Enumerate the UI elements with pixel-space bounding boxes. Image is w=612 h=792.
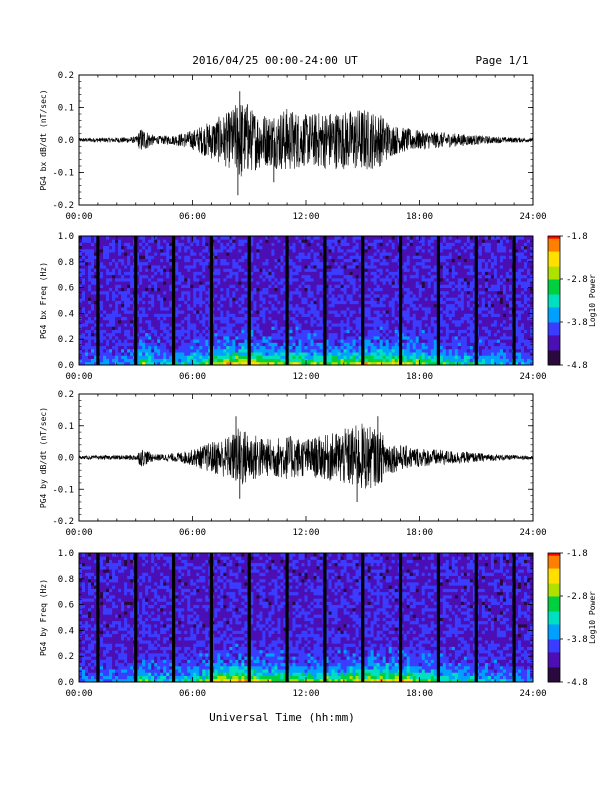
y-tick-label: 0.0	[58, 678, 74, 688]
colorbar-tick-label: -4.8	[566, 361, 588, 371]
data-gap-3	[171, 553, 176, 682]
panels: 00:00 06:00 12:00 18:00 24:00 0.2 0.1 0.0 -0.1 -0…	[39, 71, 597, 699]
y-tick-label: 0.8	[58, 575, 74, 585]
x-tick-label: 12:00	[292, 689, 319, 699]
data-gap-7	[323, 553, 327, 682]
data-gap-4	[209, 236, 214, 365]
y-tick-label: 0.0	[58, 361, 74, 371]
y-tick-label: 0.4	[58, 309, 74, 319]
data-gap-11	[474, 236, 478, 365]
y-axis-title: PG4 by Freq (Hz)	[39, 579, 48, 656]
data-gap-10	[436, 553, 441, 682]
data-gap-5	[247, 236, 251, 365]
x-tick-label: 00:00	[65, 689, 92, 699]
data-gap-7	[323, 236, 327, 365]
panel-1: 00:00 06:00 12:00 18:00 24:00 0.2 0.1 0.0 -0.1 -0…	[39, 71, 547, 222]
data-gap-1	[96, 553, 100, 682]
data-gap-9	[398, 553, 403, 682]
colorbar-label: Log10 Power	[588, 591, 597, 644]
y-axis-title: PG4 bx Freq (Hz)	[39, 262, 48, 339]
x-tick-label: 00:00	[65, 372, 92, 382]
x-tick-label: 06:00	[179, 528, 206, 538]
series-line	[78, 423, 534, 489]
y-tick-label: 1.0	[58, 549, 74, 559]
x-tick-label: 06:00	[179, 372, 206, 382]
y-tick-label: 0.8	[58, 258, 74, 268]
y-tick-label: -0.2	[52, 201, 74, 211]
colorbar-tick-label: -3.8	[566, 635, 588, 645]
y-axis-title: PG4 bx dB/dt (nT/sec)	[39, 89, 48, 190]
data-gap-12	[512, 553, 516, 682]
header-page: Page 1/1	[476, 54, 529, 67]
x-tick-label: 18:00	[406, 528, 433, 538]
y-tick-label: 0.0	[58, 136, 74, 146]
data-gap-2	[134, 553, 138, 682]
data-gap-12	[512, 236, 516, 365]
x-tick-label: 12:00	[292, 212, 319, 222]
y-tick-label: 0.0	[58, 454, 74, 464]
x-tick-label: 06:00	[179, 689, 206, 699]
x-tick-label: 24:00	[519, 528, 546, 538]
series-line	[78, 105, 534, 177]
x-tick-label: 18:00	[406, 212, 433, 222]
header-date-range: 2016/04/25 00:00-24:00 UT	[192, 54, 358, 67]
x-tick-label: 06:00	[179, 212, 206, 222]
x-tick-label: 12:00	[292, 372, 319, 382]
data-gap-11	[474, 553, 478, 682]
y-axis-title: PG4 by dB/dt (nT/sec)	[39, 407, 48, 508]
spectrogram	[79, 236, 534, 366]
y-tick-label: 0.4	[58, 626, 74, 636]
data-gap-6	[285, 553, 289, 682]
panel-3: 00:00 06:00 12:00 18:00 24:00 0.2 0.1 0.0 -0.1 -0…	[39, 390, 547, 538]
data-gap-8	[361, 236, 365, 365]
y-tick-label: 0.2	[58, 390, 74, 400]
colorbar-tick-label: -3.8	[566, 318, 588, 328]
x-tick-label: 00:00	[65, 528, 92, 538]
x-tick-label: 24:00	[519, 212, 546, 222]
y-tick-label: 0.1	[58, 104, 74, 114]
y-tick-label: 0.6	[58, 284, 74, 294]
y-tick-label: 0.1	[58, 422, 74, 432]
data-gap-1	[96, 236, 100, 365]
y-tick-label: 1.0	[58, 232, 74, 242]
data-gap-6	[285, 236, 289, 365]
data-gap-5	[247, 553, 251, 682]
data-gap-4	[209, 553, 214, 682]
x-tick-label: 18:00	[406, 689, 433, 699]
colorbar: -1.8 -2.8 -3.8 -4.8 Log10 Power	[547, 549, 597, 688]
colorbar: -1.8 -2.8 -3.8 -4.8 Log10 Power	[547, 232, 597, 371]
colorbar-tick-label: -1.8	[566, 549, 588, 559]
colorbar-label: Log10 Power	[588, 274, 597, 327]
x-tick-label: 24:00	[519, 689, 546, 699]
colorbar-tick-label: -2.8	[566, 592, 588, 602]
data-gap-10	[436, 236, 441, 365]
y-tick-label: 0.2	[58, 652, 74, 662]
x-axis-title: Universal Time (hh:mm)	[209, 711, 355, 724]
x-tick-label: 00:00	[65, 212, 92, 222]
panel-4: -1.8 -2.8 -3.8 -4.8 Log10 Power 00:00 06:00 12:…	[39, 549, 597, 699]
y-tick-label: -0.1	[52, 169, 74, 179]
x-tick-label: 12:00	[292, 528, 319, 538]
y-tick-label: 0.2	[58, 71, 74, 81]
data-gap-9	[398, 236, 403, 365]
data-gap-8	[361, 553, 365, 682]
x-tick-label: 18:00	[406, 372, 433, 382]
data-gap-3	[171, 236, 176, 365]
y-tick-label: -0.2	[52, 517, 74, 527]
y-tick-label: -0.1	[52, 485, 74, 495]
colorbar-tick-label: -4.8	[566, 678, 588, 688]
spectrogram	[79, 553, 534, 683]
colorbar-tick-label: -2.8	[566, 275, 588, 285]
data-gap-2	[134, 236, 138, 365]
colorbar-tick-label: -1.8	[566, 232, 588, 242]
y-tick-label: 0.6	[58, 601, 74, 611]
y-tick-label: 0.2	[58, 335, 74, 345]
panel-2: -1.8 -2.8 -3.8 -4.8 Log10 Power 00:00 06:00 12:…	[39, 232, 597, 382]
x-tick-label: 24:00	[519, 372, 546, 382]
